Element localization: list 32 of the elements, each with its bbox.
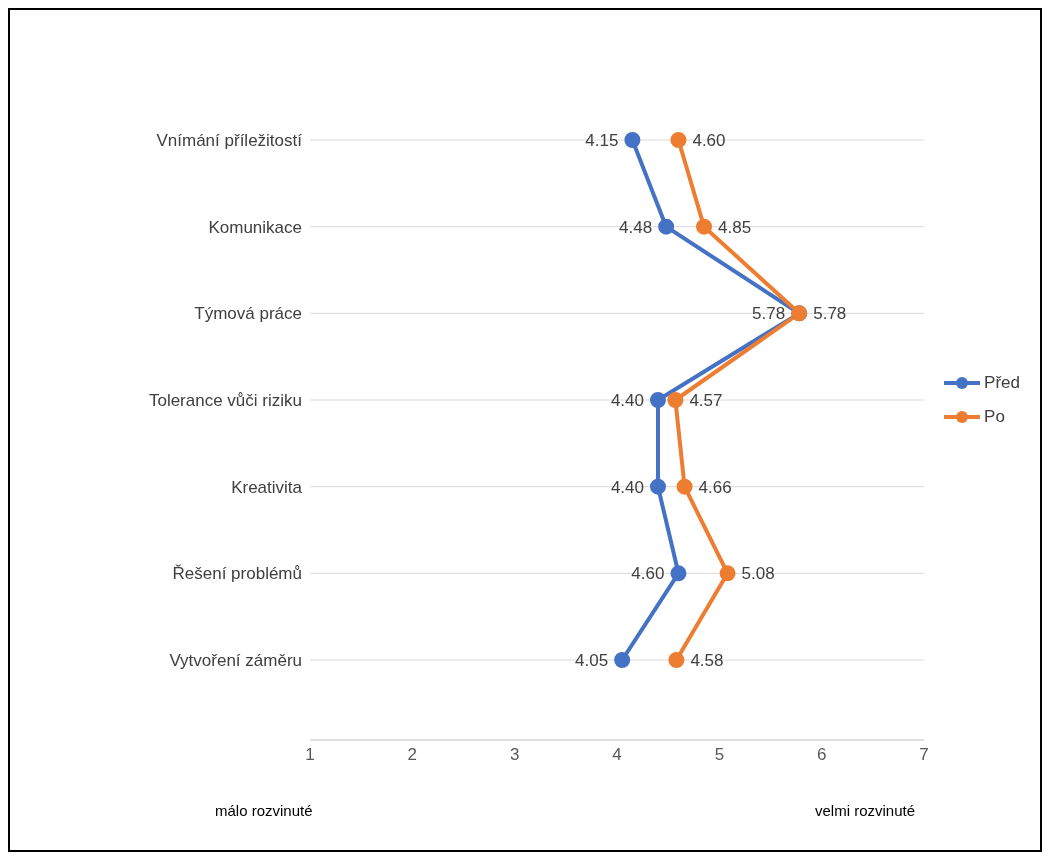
y-tick-label: Kreativita xyxy=(231,477,303,497)
data-label: 4.66 xyxy=(698,477,732,497)
data-label: 4.40 xyxy=(610,477,644,497)
legend-label: Před xyxy=(984,373,1020,393)
data-label: 5.78 xyxy=(813,304,847,324)
y-tick-label: Řešení problémů xyxy=(172,564,302,584)
x-tick-label: 3 xyxy=(509,745,520,765)
data-label: 4.48 xyxy=(619,217,653,237)
y-tick-label: Komunikace xyxy=(208,217,302,237)
x-tick-label: 5 xyxy=(714,745,725,765)
data-label: 4.60 xyxy=(692,131,726,150)
data-label: 4.57 xyxy=(689,391,723,410)
data-label: 4.40 xyxy=(610,391,644,410)
x-tick-label: 2 xyxy=(407,745,418,765)
data-label: 5.78 xyxy=(752,304,786,324)
data-label: 4.60 xyxy=(631,564,665,584)
y-tick-label: Tolerance vůči riziku xyxy=(148,391,302,411)
x-tick-label: 7 xyxy=(919,745,929,765)
x-tick-label: 6 xyxy=(817,745,827,765)
legend-label: Po xyxy=(984,407,1005,427)
text: málo rozvinuté xyxy=(215,802,313,819)
data-label: 4.58 xyxy=(690,651,724,670)
data-label: 4.15 xyxy=(585,131,619,150)
x-tick-label: 4 xyxy=(612,745,622,765)
x-tick-label: 1 xyxy=(305,745,315,765)
data-label: 5.08 xyxy=(741,564,775,584)
y-tick-label: Týmová práce xyxy=(194,304,302,324)
data-label: 4.05 xyxy=(575,651,609,670)
text: velmi rozvinuté xyxy=(815,802,916,819)
y-tick-label: Vytvoření záměru xyxy=(169,651,302,671)
y-tick-label: Vnímání příležitostí xyxy=(156,131,303,151)
data-label: 4.85 xyxy=(718,217,752,237)
